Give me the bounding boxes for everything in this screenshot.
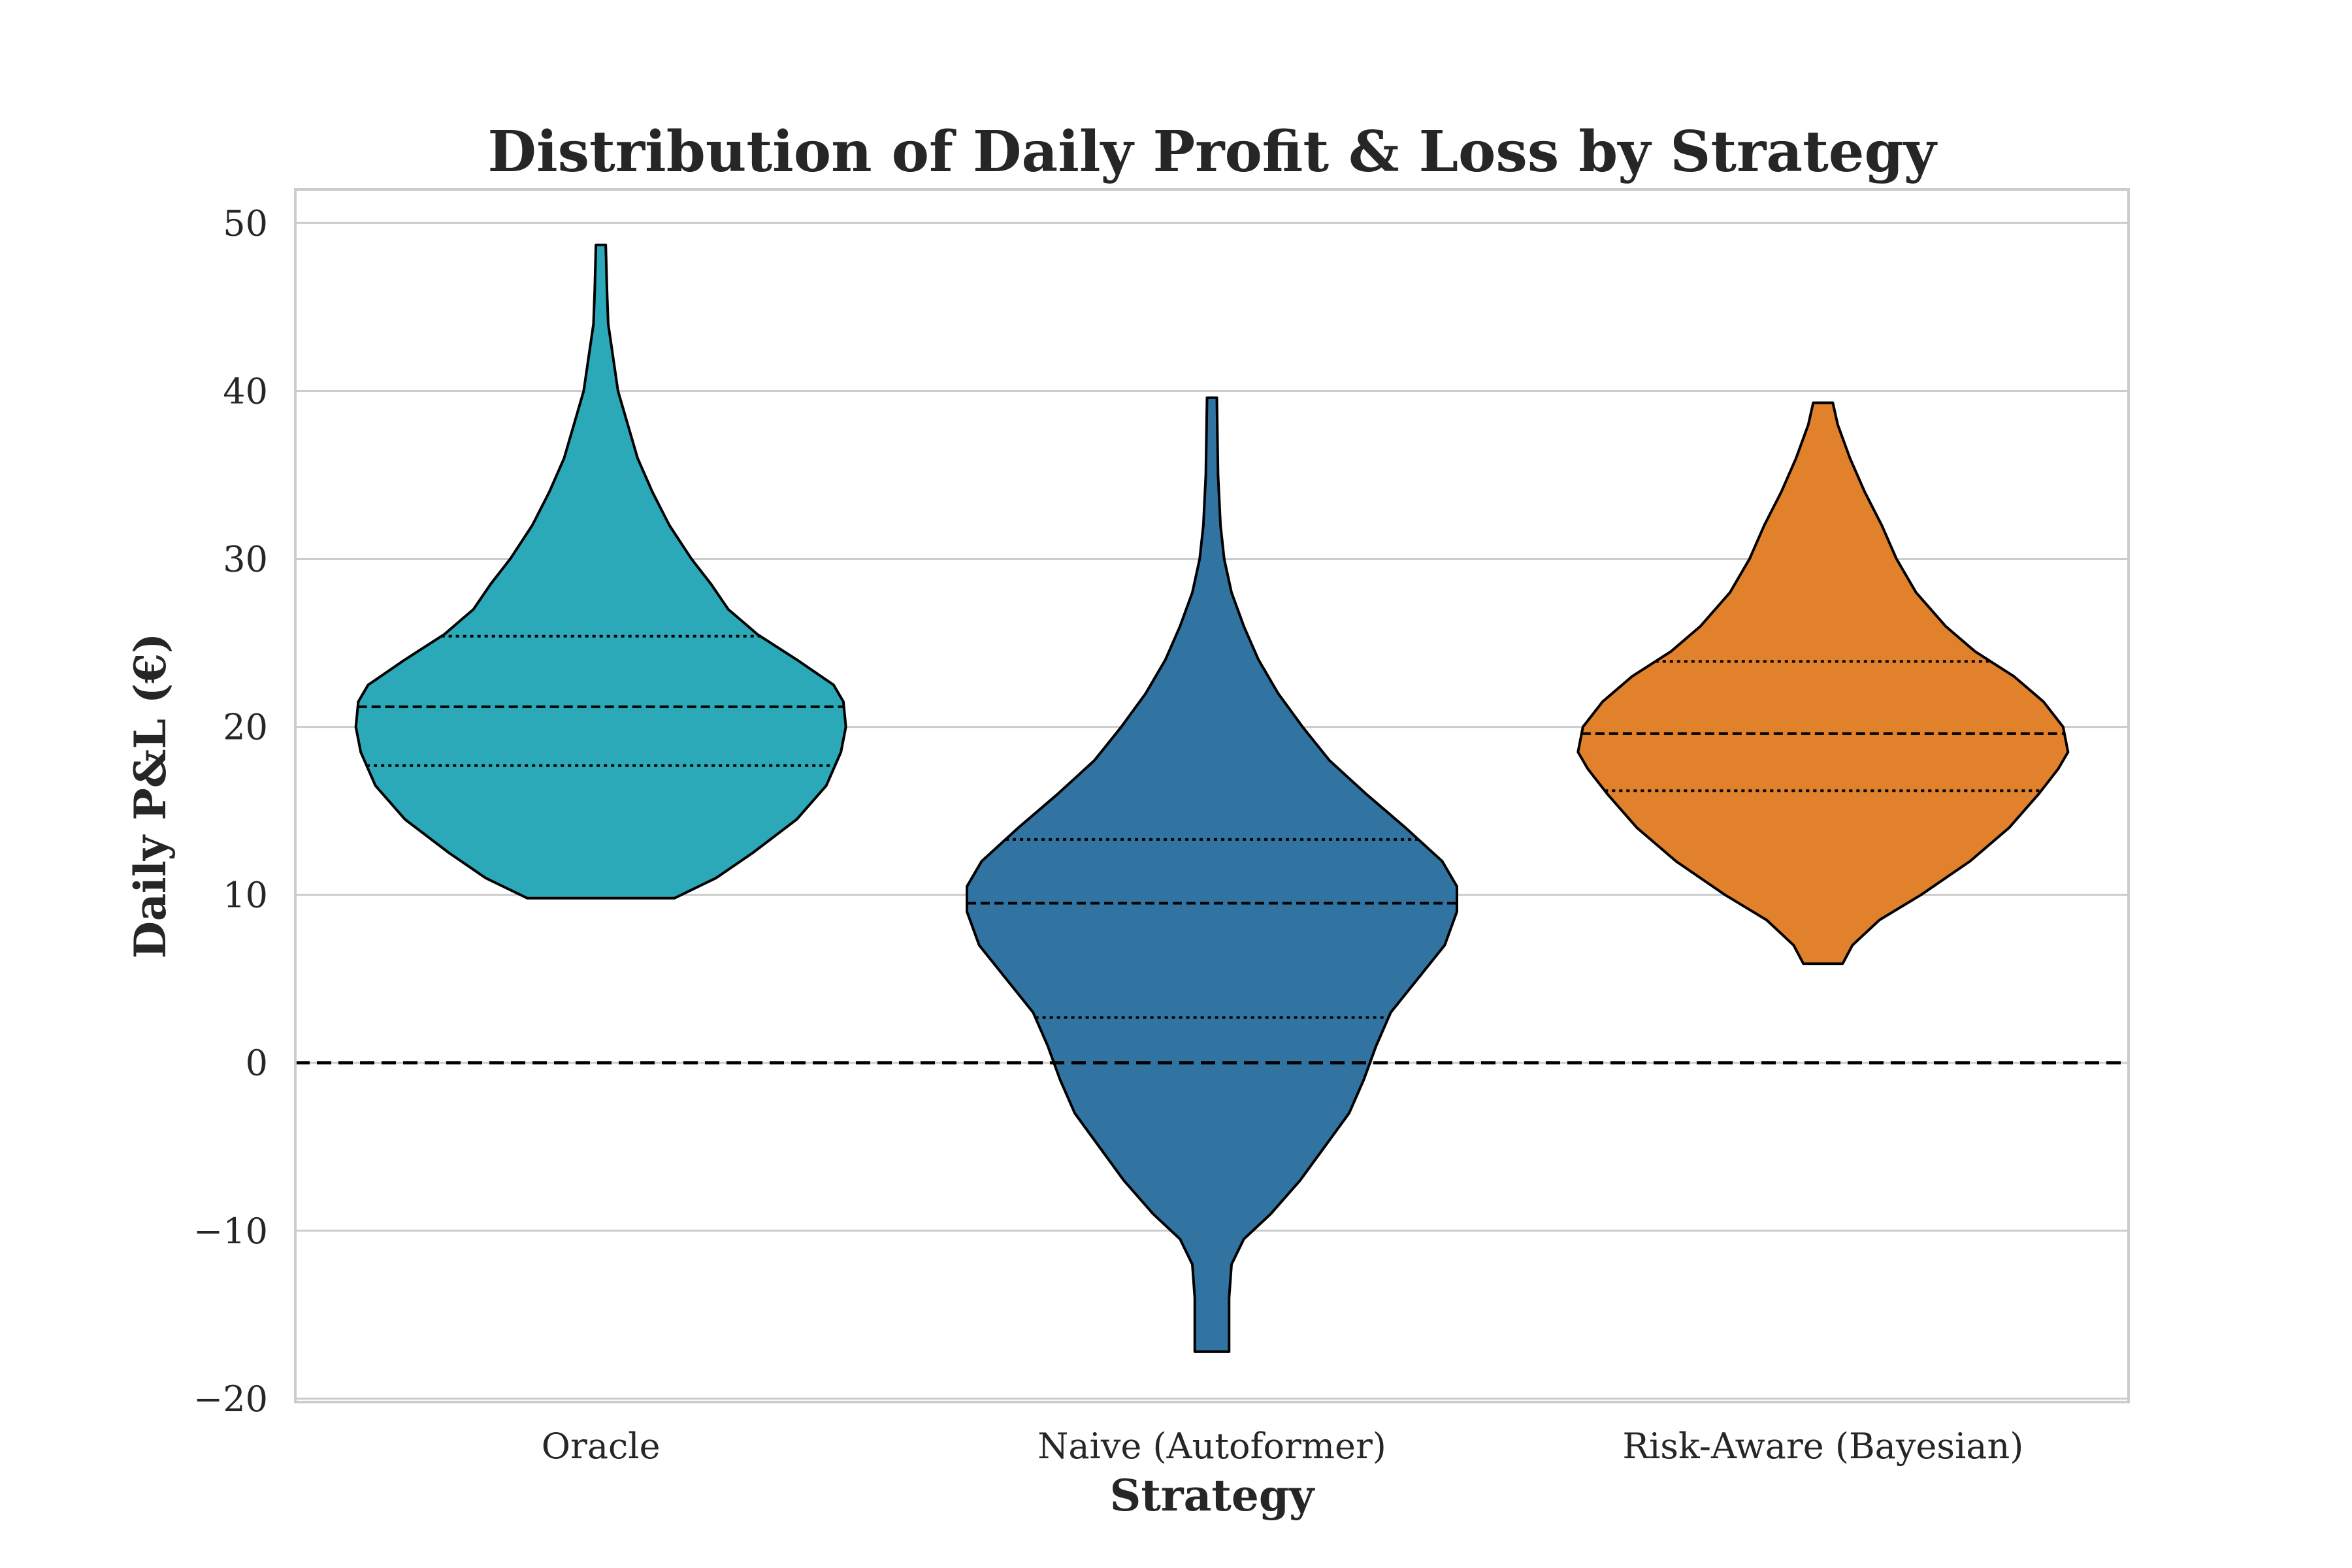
violins [354, 243, 2070, 1353]
y-tick-label: −20 [193, 1379, 268, 1420]
x-tick-label: Oracle [542, 1426, 661, 1467]
x-tick-label: Naive (Autoformer) [1037, 1426, 1386, 1467]
violin-1 [354, 243, 847, 900]
y-tick-label: 30 [223, 539, 268, 580]
violin-body [966, 396, 1458, 1353]
x-axis-label: Strategy [1110, 1470, 1315, 1521]
y-tick-label: 10 [223, 875, 268, 916]
violin-body [1576, 401, 2070, 966]
chart-title: Distribution of Daily Profit & Loss by S… [487, 119, 1938, 185]
y-tick-label: 50 [223, 203, 268, 244]
y-tick-label: 40 [223, 370, 268, 412]
y-tick-labels: −20 −10 0 10 20 30 40 50 [193, 203, 268, 1419]
y-tick-label: 0 [246, 1043, 268, 1084]
violin-body [354, 243, 847, 900]
x-tick-labels: Oracle Naive (Autoformer) Risk-Aware (Baye… [542, 1426, 2024, 1467]
violin-2 [966, 396, 1458, 1353]
plot-frame [294, 188, 2130, 1403]
x-tick-label: Risk-Aware (Bayesian) [1622, 1426, 2023, 1467]
y-tick-label: −10 [193, 1211, 268, 1252]
violin-3 [1576, 401, 2070, 966]
y-tick-label: 20 [223, 707, 268, 748]
y-axis-label: Daily P&L (€) [125, 633, 176, 958]
